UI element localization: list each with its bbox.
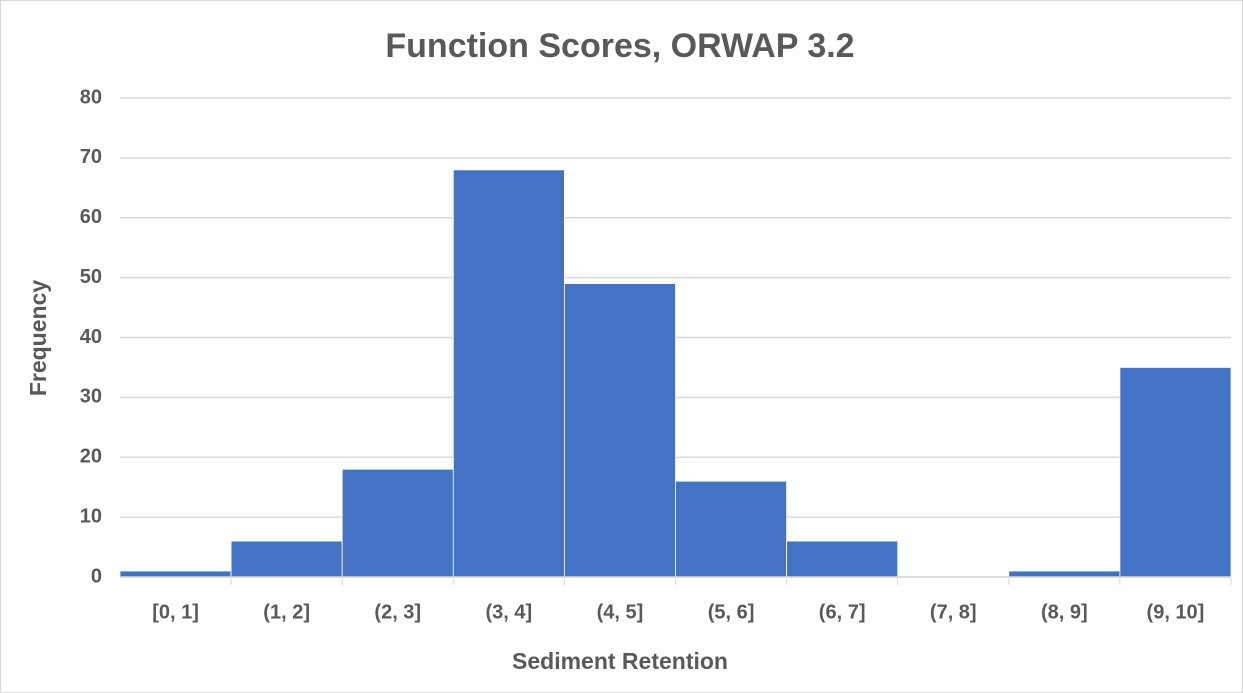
x-tick-label: (6, 7] [819, 601, 866, 623]
bar [119, 570, 232, 578]
x-axis-label: Sediment Retention [512, 648, 728, 674]
bar [1119, 367, 1232, 578]
x-tick-label: [0, 1] [152, 601, 199, 623]
x-tick-label: (9, 10] [1147, 601, 1205, 623]
y-tick-label: 10 [80, 505, 102, 527]
bar [230, 540, 343, 578]
y-tick-label: 20 [80, 446, 102, 468]
y-tick-label: 80 [80, 86, 102, 108]
x-tick-label: (3, 4] [486, 601, 533, 623]
bar [1008, 570, 1121, 578]
y-tick-label: 60 [80, 206, 102, 228]
bar [341, 468, 454, 578]
chart-title: Function Scores, ORWAP 3.2 [385, 27, 854, 65]
x-tick-label: (1, 2] [263, 601, 310, 623]
y-tick-label: 50 [80, 266, 102, 288]
x-tick-label: (8, 9] [1041, 601, 1088, 623]
x-tick-label: (5, 6] [708, 601, 755, 623]
bar [452, 169, 565, 578]
bar [675, 480, 787, 578]
y-tick-label: 0 [91, 565, 102, 587]
x-tick-label: (7, 8] [930, 601, 977, 623]
bar [564, 283, 676, 578]
bar [786, 540, 899, 578]
y-tick-label: 40 [80, 326, 102, 348]
x-tick-label: (4, 5] [597, 601, 644, 623]
y-tick-label: 70 [80, 146, 102, 168]
x-tick-label: (2, 3] [374, 601, 421, 623]
y-tick-label: 30 [80, 386, 102, 408]
y-axis-label: Frequency [25, 280, 51, 397]
